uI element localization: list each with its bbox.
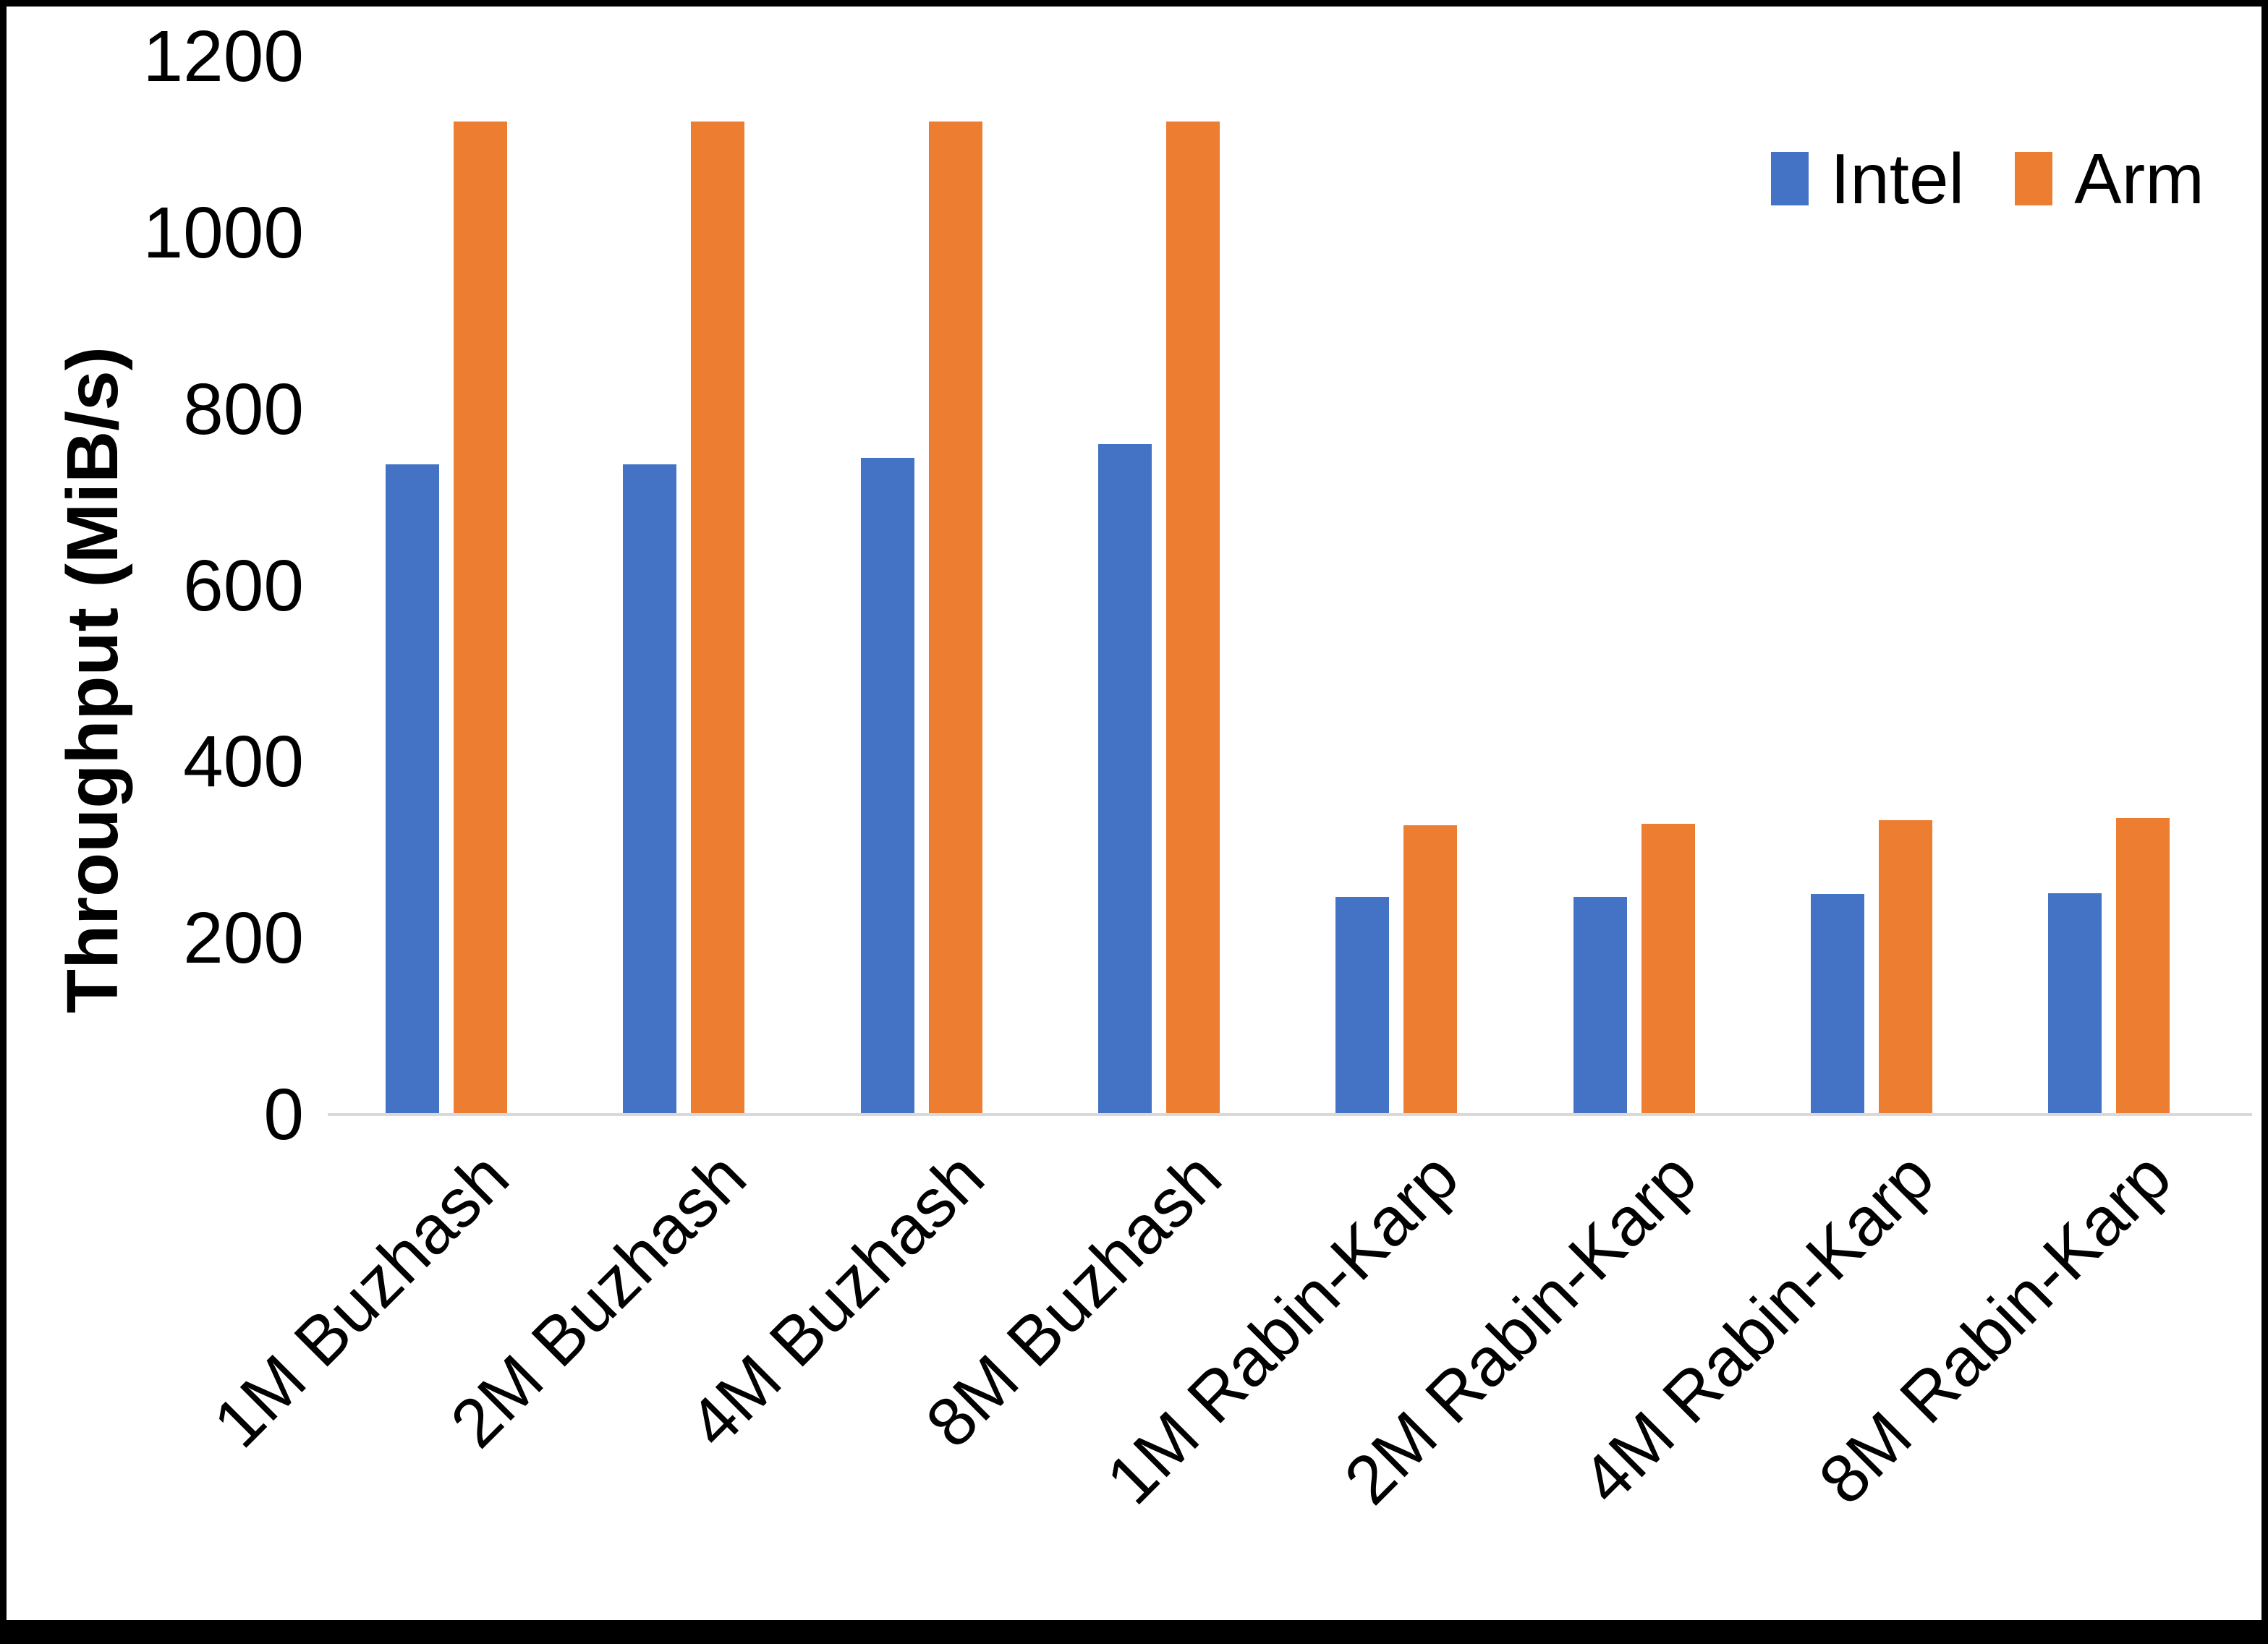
y-tick-label: 200: [183, 898, 304, 979]
y-tick-label: 1200: [143, 16, 304, 97]
intel-bar: [386, 464, 439, 1115]
x-axis-line: [328, 1113, 2252, 1116]
intel-bar: [860, 457, 914, 1115]
arm-bar: [454, 122, 507, 1115]
legend-item-intel: Intel: [1771, 139, 1964, 218]
page-border-top: [0, 0, 2268, 7]
y-tick-label: 800: [183, 368, 304, 450]
intel-bar: [1097, 444, 1152, 1115]
bar-group-2: [623, 56, 745, 1115]
arm-bar: [1165, 122, 1220, 1115]
intel-legend-swatch: [1771, 152, 1809, 205]
bar-group-6: [1573, 56, 1695, 1115]
bar-group-3: [860, 56, 982, 1115]
legend-label: Arm: [2074, 139, 2204, 218]
arm-bar: [1641, 823, 1695, 1115]
bar-group-5: [1335, 56, 1458, 1115]
intel-bar: [1810, 894, 1864, 1115]
y-tick-label: 1000: [143, 192, 304, 273]
arm-bar: [1878, 819, 1932, 1115]
arm-legend-swatch: [2015, 152, 2053, 205]
arm-bar: [928, 122, 982, 1115]
arm-bar: [691, 122, 745, 1115]
y-tick-label: 0: [263, 1074, 304, 1155]
legend-item-arm: Arm: [2015, 139, 2204, 218]
page-border-left: [0, 0, 7, 1644]
bar-group-8: [2048, 56, 2170, 1115]
page-border-bottom: [0, 1620, 2268, 1644]
legend: Intel Arm: [1771, 139, 2204, 218]
y-tick-label: 400: [183, 721, 304, 803]
intel-bar: [623, 464, 677, 1115]
arm-bar: [1403, 825, 1458, 1115]
intel-bar: [1335, 896, 1390, 1115]
plot-area: [328, 56, 2252, 1116]
arm-bar: [2116, 818, 2170, 1115]
page-border-right: [2261, 0, 2268, 1644]
intel-bar: [1573, 896, 1627, 1115]
legend-label: Intel: [1830, 139, 1965, 218]
bar-group-7: [1810, 56, 1932, 1115]
bar-group-4: [1097, 56, 1220, 1115]
bar-group-1: [386, 56, 507, 1115]
intel-bar: [2048, 893, 2102, 1115]
y-tick-label: 600: [183, 545, 304, 626]
